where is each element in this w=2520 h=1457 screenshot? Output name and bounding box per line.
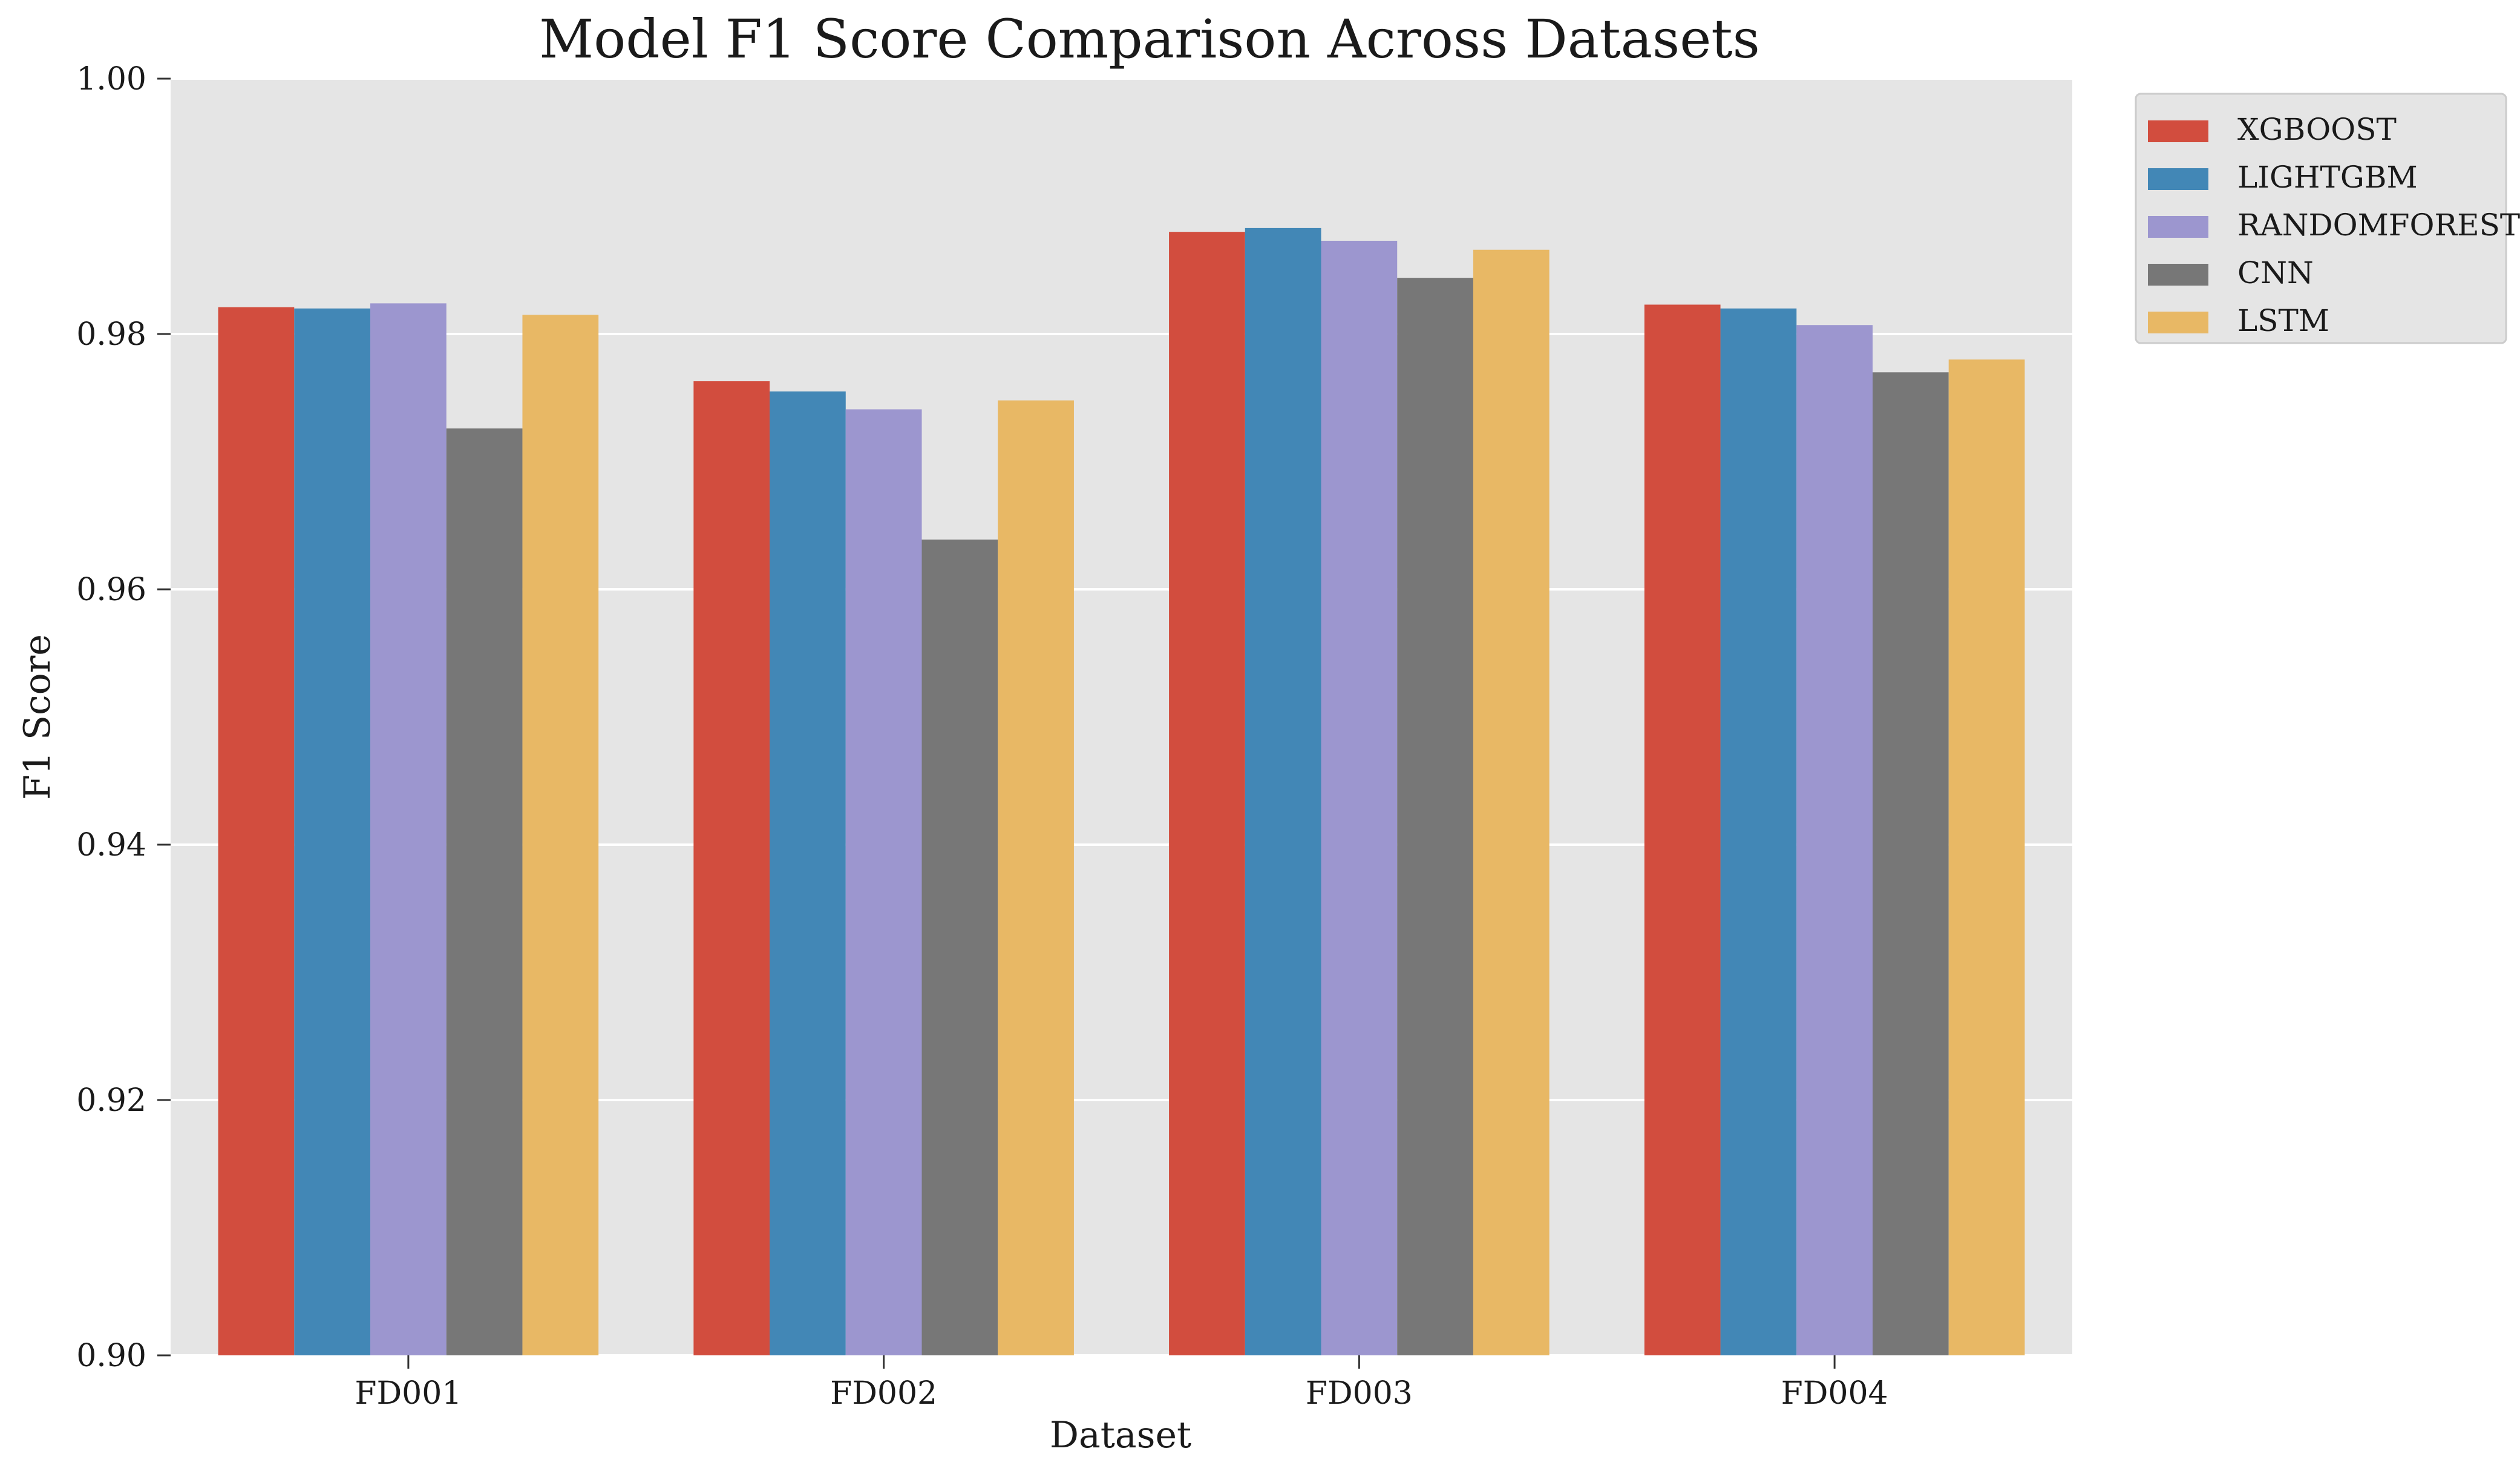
bar-randomforest-fd002	[845, 409, 922, 1355]
bar-lstm-fd003	[1473, 249, 1550, 1355]
bar-cnn-fd004	[1872, 372, 1949, 1355]
y-axis-label: F1 Score	[16, 634, 59, 800]
x-tick-label: FD003	[1306, 1375, 1413, 1412]
bar-lstm-fd002	[998, 400, 1074, 1355]
legend-swatch-lightgbm	[2148, 168, 2208, 190]
legend-label-lightgbm: LIGHTGBM	[2237, 160, 2418, 195]
bar-lightgbm-fd003	[1245, 228, 1321, 1355]
x-tick-label: FD004	[1781, 1375, 1888, 1412]
x-tick-label: FD002	[830, 1375, 937, 1412]
legend-swatch-lstm	[2148, 312, 2208, 333]
legend-label-cnn: CNN	[2237, 255, 2314, 290]
legend-swatch-cnn	[2148, 264, 2208, 286]
bar-lstm-fd004	[1948, 359, 2025, 1356]
legend-label-xgboost: XGBOOST	[2237, 112, 2397, 147]
bar-cnn-fd001	[446, 428, 523, 1355]
bar-randomforest-fd001	[370, 303, 447, 1355]
legend-swatch-randomforest	[2148, 216, 2208, 238]
bar-randomforest-fd003	[1321, 240, 1398, 1356]
legend-label-lstm: LSTM	[2237, 303, 2329, 338]
bar-xgboost-fd002	[693, 381, 770, 1355]
y-tick-label: 0.98	[76, 316, 146, 353]
bar-lightgbm-fd002	[770, 391, 846, 1356]
bar-cnn-fd003	[1397, 278, 1473, 1355]
bar-lightgbm-fd001	[294, 308, 371, 1355]
chart-title: Model F1 Score Comparison Across Dataset…	[539, 8, 1760, 70]
bar-lstm-fd001	[522, 315, 599, 1355]
y-tick-label: 0.94	[76, 827, 146, 863]
legend: XGBOOST LIGHTGBM RANDOMFOREST CNN LSTM	[2135, 93, 2520, 344]
y-tick-label: 0.90	[76, 1338, 146, 1374]
y-tick-label: 0.96	[76, 572, 146, 608]
bar-cnn-fd002	[921, 539, 998, 1356]
bar-randomforest-fd004	[1796, 325, 1873, 1355]
y-tick-label: 0.92	[76, 1082, 146, 1119]
y-tick-label: 1.00	[76, 61, 146, 97]
bars	[218, 228, 2025, 1356]
legend-label-randomforest: RANDOMFOREST	[2237, 208, 2520, 243]
bar-xgboost-fd003	[1169, 232, 1245, 1356]
axes: 0.90 0.92 0.94 0.96 0.98 1.00 FD001 FD002 FD003 F…	[76, 61, 1888, 1412]
x-axis-label: Dataset	[1050, 1414, 1191, 1456]
legend-swatch-xgboost	[2148, 120, 2208, 142]
bar-lightgbm-fd004	[1720, 308, 1797, 1355]
legend-box	[2135, 93, 2507, 344]
x-tick-label: FD001	[355, 1375, 462, 1412]
bar-xgboost-fd001	[218, 307, 295, 1356]
bar-xgboost-fd004	[1644, 304, 1721, 1356]
